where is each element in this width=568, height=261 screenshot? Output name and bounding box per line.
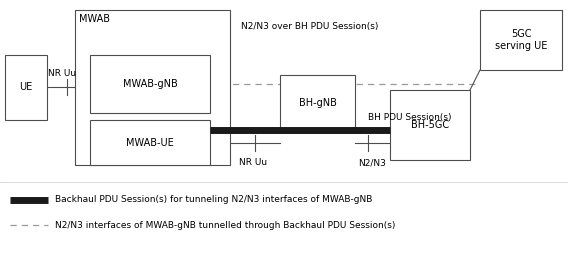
Text: 5GC
serving UE: 5GC serving UE — [495, 29, 547, 51]
Text: NR Uu: NR Uu — [48, 69, 76, 78]
Bar — [280, 75, 355, 130]
Bar — [5, 55, 47, 120]
Text: BH PDU Session(s): BH PDU Session(s) — [368, 113, 452, 122]
Text: MWAB: MWAB — [79, 14, 110, 24]
Text: MWAB-gNB: MWAB-gNB — [123, 79, 177, 89]
Bar — [90, 55, 210, 113]
Bar — [480, 10, 562, 70]
Text: Backhaul PDU Session(s) for tunneling N2/N3 interfaces of MWAB-gNB: Backhaul PDU Session(s) for tunneling N2… — [55, 195, 373, 205]
Text: N2/N3 interfaces of MWAB-gNB tunnelled through Backhaul PDU Session(s): N2/N3 interfaces of MWAB-gNB tunnelled t… — [55, 221, 395, 229]
Text: N2/N3: N2/N3 — [358, 158, 386, 167]
Text: UE: UE — [19, 82, 32, 92]
Text: MWAB-UE: MWAB-UE — [126, 138, 174, 147]
Text: BH-gNB: BH-gNB — [299, 98, 336, 108]
Text: BH-5GC: BH-5GC — [411, 120, 449, 130]
Text: N2/N3 over BH PDU Session(s): N2/N3 over BH PDU Session(s) — [241, 22, 379, 31]
Text: NR Uu: NR Uu — [239, 158, 267, 167]
Bar — [90, 120, 210, 165]
Bar — [390, 90, 470, 160]
Bar — [75, 10, 230, 165]
